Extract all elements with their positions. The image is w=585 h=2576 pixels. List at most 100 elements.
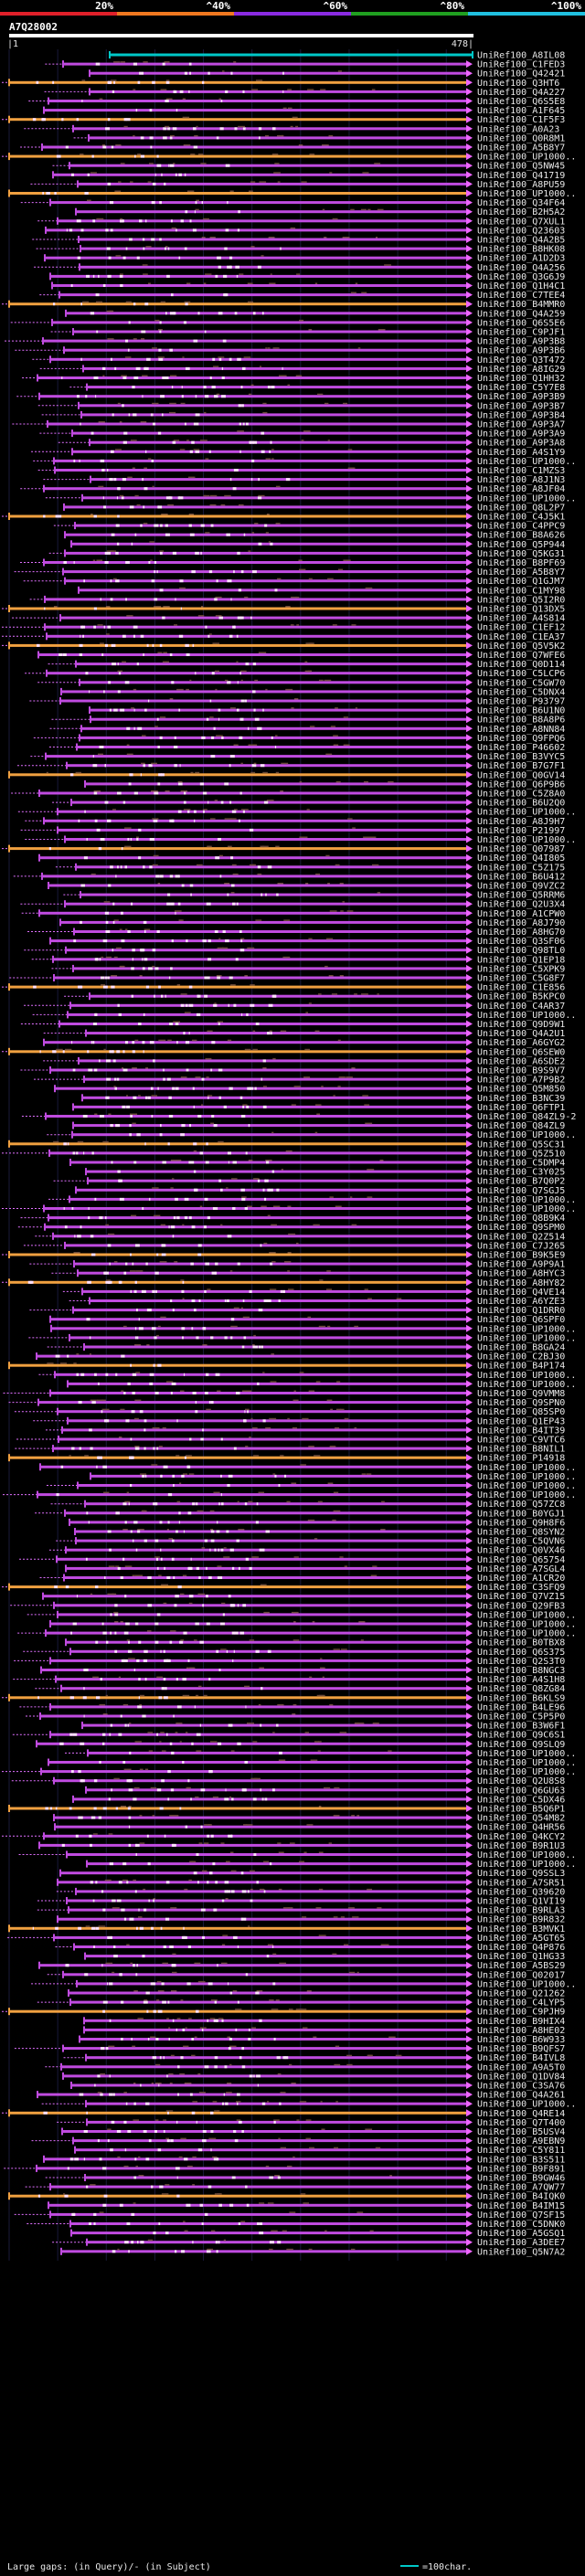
hsp-block — [209, 699, 212, 703]
hsp-block — [157, 2009, 163, 2013]
dot-cluster — [138, 2175, 144, 2177]
hsp-block — [143, 505, 145, 509]
hsp-block — [147, 2038, 150, 2041]
dot-cluster — [95, 301, 102, 303]
hit-label: UniRef100_Q1VI19 — [477, 1897, 565, 1907]
hit-start-marker — [43, 1204, 45, 1213]
dot-cluster — [243, 1824, 248, 1826]
hit-end-arrow — [466, 1269, 473, 1277]
dot-cluster — [350, 2248, 356, 2251]
hsp-block — [119, 1280, 122, 1284]
hsp-block — [201, 201, 204, 205]
legend-gaps-text: Large gaps: (in Query)/- (in Subject) — [7, 2562, 211, 2572]
dot-cluster — [179, 780, 183, 783]
hsp-block — [157, 782, 161, 786]
hsp-block — [195, 1401, 197, 1405]
hit-start-marker — [49, 355, 51, 364]
dot-cluster — [314, 1131, 318, 1134]
hsp-block — [240, 386, 243, 389]
dot-cluster — [186, 282, 191, 284]
dot-cluster — [284, 1261, 292, 1263]
hsp-block — [166, 274, 170, 278]
dot-cluster — [279, 375, 282, 376]
hsp-block — [258, 1345, 261, 1349]
hsp-block — [106, 247, 111, 250]
dot-cluster — [290, 125, 293, 128]
hit-start-marker — [60, 2247, 62, 2255]
hsp-block — [92, 764, 98, 768]
dot-cluster — [337, 1381, 341, 1383]
hit-end-arrow — [466, 799, 473, 807]
hit-row: UniRef100_UP1000.. — [49, 1620, 576, 1630]
hit-bar — [90, 478, 466, 482]
hit-start-marker — [52, 171, 54, 179]
dot-cluster — [132, 1574, 135, 1576]
hit-row: UniRef100_Q02017 — [47, 1970, 565, 1980]
hit-row: UniRef100_B9F891 — [4, 2164, 565, 2174]
hit-bar — [89, 136, 466, 140]
hsp-block — [121, 2038, 123, 2041]
hit-start-marker — [59, 697, 61, 705]
hit-row: UniRef100_C4J5K1 — [2, 513, 565, 523]
dot-cluster — [285, 688, 293, 691]
hsp-block — [221, 395, 226, 398]
hsp-block — [260, 1244, 262, 1247]
hit-end-arrow — [466, 1610, 473, 1618]
hit-label: UniRef100_Q8B9K4 — [477, 1214, 565, 1224]
dot-cluster — [253, 1455, 260, 1457]
dot-cluster — [178, 2156, 183, 2158]
hsp-block — [82, 1696, 87, 1700]
hsp-block — [136, 1133, 141, 1137]
hit-end-arrow — [466, 863, 473, 871]
hit-label: UniRef100_A6GYG2 — [477, 1038, 565, 1048]
hsp-block — [62, 653, 66, 656]
hsp-block — [212, 1207, 217, 1210]
hit-bar — [82, 1289, 466, 1293]
dot-cluster — [271, 154, 279, 155]
hit-start-marker — [49, 1702, 51, 1711]
hsp-block — [79, 653, 83, 656]
hit-label: UniRef100_B8PF69 — [477, 558, 565, 568]
hit-start-marker — [72, 1795, 74, 1803]
hit-row: UniRef100_UP1000.. — [86, 1860, 576, 1870]
hit-bar — [68, 1012, 466, 1016]
hit-end-arrow — [466, 779, 473, 788]
hit-label: UniRef100_B3NC39 — [477, 1094, 565, 1104]
hsp-block — [152, 80, 155, 84]
hsp-block — [277, 2176, 281, 2179]
hsp-block — [145, 2157, 150, 2161]
hit-end-arrow — [466, 1712, 473, 1720]
dot-cluster — [160, 89, 167, 90]
hsp-block — [157, 1363, 162, 1367]
hit-bar — [43, 1595, 466, 1598]
hit-end-arrow — [466, 1177, 473, 1185]
hit-row: UniRef100_A7P9B2 — [34, 1076, 565, 1086]
hsp-block — [82, 634, 84, 638]
hsp-block — [144, 1142, 146, 1146]
hsp-block — [193, 1309, 197, 1312]
hit-start-marker — [90, 716, 91, 724]
dot-cluster — [97, 624, 103, 626]
dot-cluster — [214, 2110, 219, 2112]
hsp-block — [145, 219, 147, 223]
hit-bar — [86, 1170, 466, 1173]
hsp-block — [140, 524, 143, 527]
hsp-block — [152, 413, 154, 417]
hit-end-arrow — [466, 826, 473, 834]
dot-cluster — [322, 144, 329, 146]
hit-start-marker — [69, 1159, 71, 1166]
dot-cluster — [134, 1741, 142, 1743]
hsp-block — [188, 1161, 193, 1164]
hsp-block — [261, 2102, 266, 2105]
hsp-block — [233, 570, 235, 574]
dot-cluster — [275, 845, 280, 848]
hsp-block — [135, 1843, 140, 1847]
hit-row: UniRef100_C5DX46 — [72, 1795, 565, 1805]
hit-label: UniRef100_Q5M850 — [477, 1085, 565, 1095]
dot-cluster — [327, 440, 330, 441]
hsp-block — [165, 312, 167, 315]
dot-cluster — [308, 1002, 312, 1004]
dot-cluster — [259, 1667, 264, 1669]
hit-row: UniRef100_B9HIX4 — [83, 2017, 565, 2027]
dot-cluster — [265, 458, 271, 460]
